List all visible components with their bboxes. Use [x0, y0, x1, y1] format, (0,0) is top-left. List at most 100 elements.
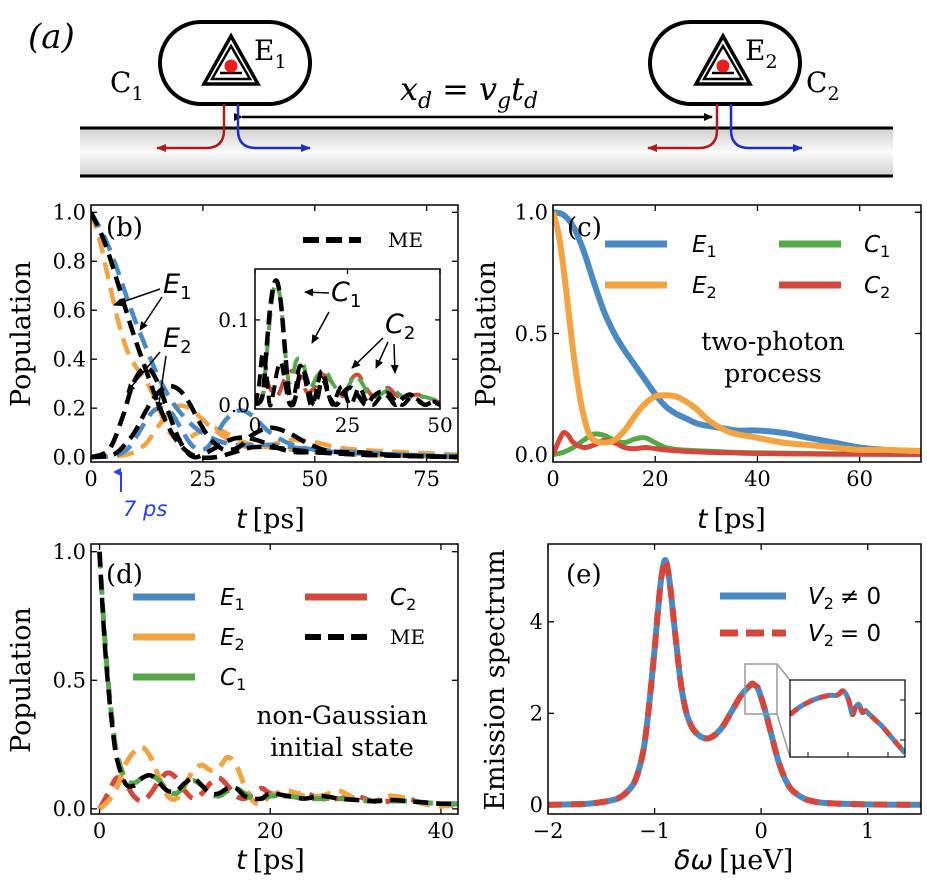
panel-e-zoom-connector-top — [776, 663, 791, 681]
panel-d-ytick-label-2: 1.0 — [53, 540, 86, 564]
panel-b-arrow-e1-b — [139, 296, 163, 331]
panel-b-xlabel: t [ps] — [236, 504, 305, 535]
panel-d-legend-c2-label: C2 — [390, 585, 416, 614]
panel-e-inset-line-v2-zero — [790, 688, 905, 755]
panel-e-xticks: −2 −1 0 1 — [533, 544, 874, 843]
distance-label: xd = vgtd — [400, 70, 538, 114]
panel-d-annotation-line1: non-Gaussian — [256, 701, 427, 730]
waveguide — [80, 128, 893, 176]
panel-c-line-e1 — [553, 209, 921, 455]
panel-b-line-e1 — [91, 211, 458, 459]
panel-b-inset-xtick-label-0: 0 — [249, 413, 262, 437]
panel-b-arrow-e2-b — [155, 355, 167, 411]
panel-b-ytick-label-0: 0.0 — [53, 445, 86, 469]
panel-b-line-me-e1 — [91, 211, 458, 461]
panel-b-inset-ytick-label-1: 0.1 — [218, 308, 250, 332]
panel-e-label: (e) — [566, 560, 602, 590]
emitter-e2-dot — [716, 59, 730, 73]
emitter-e1-label: E1 — [254, 34, 287, 73]
panel-c-line-c2 — [553, 430, 921, 457]
panel-b-xtick-label-3: 75 — [413, 467, 440, 491]
panel-b-inset-lines — [255, 278, 440, 408]
panel-b-inset-arrow-c2-a — [351, 337, 384, 369]
panel-b-inset-frame — [254, 268, 441, 410]
panel-e-ytick-label-1: 2 — [530, 702, 543, 726]
panel-b-inset-arrow-c1 — [304, 288, 330, 297]
panel-e-line-v2-zero — [548, 557, 921, 808]
panel-d-legend-e1-label: E1 — [220, 585, 245, 614]
panel-b-inset-ytick-label-0: 0.0 — [218, 393, 250, 417]
panel-b-inset-yticks: 0.0 0.1 — [218, 308, 440, 417]
panel-b-inset-arrow-c1-b — [311, 311, 330, 344]
panel-b-annotation-e1: E1 — [163, 269, 192, 304]
panel-e-ytick-label-2: 4 — [530, 610, 543, 634]
panel-b-annotation-e2: E2 — [163, 323, 192, 358]
panel-d-annotation-line2: initial state — [270, 733, 414, 762]
panel-c-xtick-label-2: 40 — [744, 467, 771, 491]
panel-d-yticks: 0.0 0.5 1.0 — [53, 540, 458, 821]
panel-d-legend-e2-label: E2 — [220, 625, 245, 654]
panel-d-legend-me-label: ME — [390, 625, 425, 649]
panel-e-lines — [548, 557, 921, 808]
emitter-e1-triangle-inner — [209, 43, 253, 81]
panel-e-legend: V2 ≠ 0 V2 = 0 — [720, 584, 881, 650]
panel-b-inset-xtick-label-1: 25 — [335, 413, 360, 437]
panel-e-xtick-label-1: −1 — [639, 819, 670, 843]
panel-e-xlabel: δω [μeV] — [674, 845, 793, 876]
panel-c-xtick-label-0: 0 — [546, 467, 559, 491]
panel-d-label: (d) — [106, 560, 143, 590]
panel-c-label: (c) — [567, 213, 602, 243]
panel-c-legend-e1-label: E1 — [692, 232, 717, 261]
panel-c-annotation-line1: two-photon — [701, 327, 844, 356]
panel-d-legend-c1-label: C1 — [220, 665, 246, 694]
panel-c-legend-c1-label: C1 — [864, 232, 890, 261]
panel-a-schematic: (a) E1 C1 E2 C2 xd = vgtd — [28, 17, 893, 178]
panel-d-ylabel: Population — [6, 607, 37, 753]
c1-right-emission-arrow — [236, 104, 311, 152]
panel-e-chart: 0 2 4 −2 −1 0 1 (e) Emission spectrum δω [μeV]… — [480, 543, 922, 876]
panel-d-ytick-label-1: 0.5 — [53, 669, 86, 693]
panel-c-axes-frame — [552, 204, 922, 463]
panel-c-xtick-label-3: 60 — [846, 467, 873, 491]
emitter-e2-label: E2 — [745, 34, 778, 73]
panel-e-zoom-box — [744, 663, 778, 715]
panel-b-inset-arrow-c2-c — [390, 343, 399, 374]
panel-b-inset-c1-label: C1 — [331, 277, 361, 312]
panel-b-line-c2 — [91, 403, 458, 460]
emitter-e1-dot — [224, 59, 238, 73]
panel-b-ytick-label-3: 0.6 — [53, 299, 86, 323]
c2-right-emission-arrow — [729, 104, 803, 152]
panel-d-legend: E1 C2 E2 ME C1 — [133, 585, 425, 694]
panel-e-xtick-label-3: 1 — [861, 819, 874, 843]
panel-b-label: (b) — [106, 213, 143, 243]
panel-b-chart: 0.0 0.2 0.4 0.6 0.8 1.0 0 25 50 75 (b) Populatio… — [6, 201, 459, 535]
cavity-c1-label: C1 — [110, 66, 144, 105]
panel-c-ytick-label-2: 1.0 — [515, 201, 548, 225]
panel-c-lines — [553, 209, 921, 458]
panel-b-arrow-e2-a — [126, 351, 161, 393]
panel-d-line-e1 — [97, 551, 458, 807]
panel-b-ytick-label-5: 1.0 — [53, 201, 86, 225]
emitter-e1-triangle-outer — [201, 32, 261, 86]
panel-b-lines — [91, 211, 458, 461]
panel-d-xtick-label-2: 40 — [428, 819, 455, 843]
panel-c-legend-e2-label: E2 — [692, 273, 717, 302]
cavity-c2-label: C2 — [806, 66, 840, 105]
panel-d-ytick-label-0: 0.0 — [53, 797, 86, 821]
panel-b-inset-line-me-2 — [255, 351, 440, 408]
panel-b-line-c1 — [91, 405, 458, 460]
panel-e-ylabel: Emission spectrum — [480, 549, 511, 811]
emitter-e2-triangle-outer — [693, 32, 753, 86]
panel-b-legend-me-label: ME — [388, 228, 423, 252]
panel-b-xtick-label-1: 25 — [190, 467, 217, 491]
panel-b-inset-xtick-label-2: 50 — [427, 413, 452, 437]
panel-e-ytick-label-0: 0 — [530, 793, 543, 817]
c2-left-emission-arrow — [647, 104, 719, 152]
panel-e-zoom-connector-bottom — [776, 713, 791, 758]
panel-d-axes-frame — [90, 543, 459, 815]
panel-d-chart: 0.0 0.5 1.0 0 20 40 (d) Population t [ps] E1 … — [6, 540, 459, 876]
emitter-e2-triangle-inner — [701, 43, 745, 81]
panel-c-line-e2 — [553, 211, 921, 455]
panel-c-ylabel: Population — [471, 261, 502, 407]
